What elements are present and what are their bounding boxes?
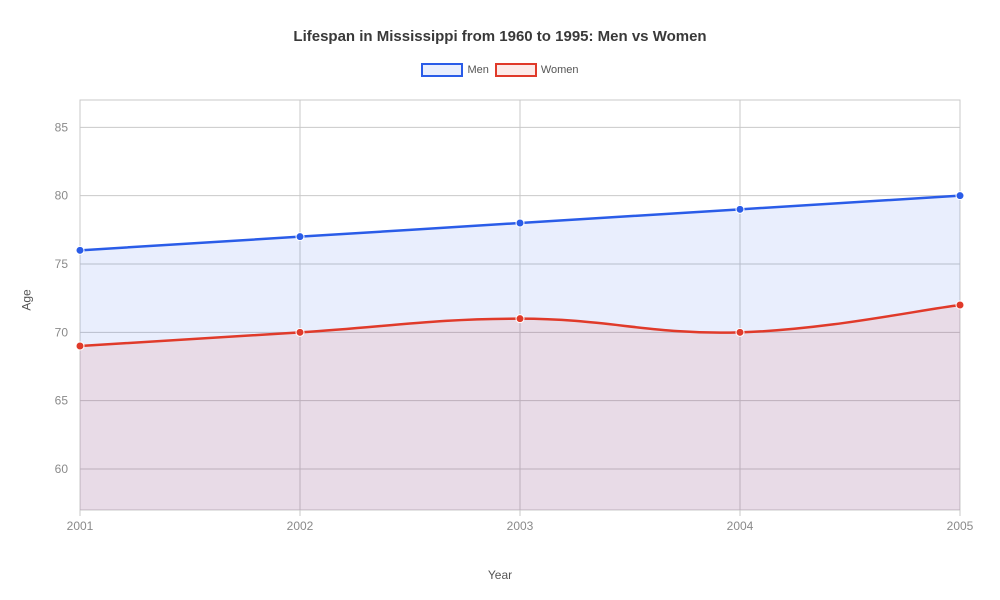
svg-text:75: 75	[55, 257, 69, 271]
svg-text:2002: 2002	[287, 519, 314, 533]
svg-text:2003: 2003	[507, 519, 534, 533]
svg-text:2005: 2005	[947, 519, 974, 533]
svg-text:85: 85	[55, 120, 69, 134]
svg-text:80: 80	[55, 189, 69, 203]
chart-container: Lifespan in Mississippi from 1960 to 199…	[0, 0, 1000, 600]
svg-text:65: 65	[55, 394, 69, 408]
svg-text:60: 60	[55, 462, 69, 476]
plot-area: 60 65 70 75 80 85 2001 2002 2003 2004 2005	[0, 0, 1000, 600]
svg-text:70: 70	[55, 325, 69, 339]
svg-text:2004: 2004	[727, 519, 754, 533]
svg-text:2001: 2001	[67, 519, 94, 533]
